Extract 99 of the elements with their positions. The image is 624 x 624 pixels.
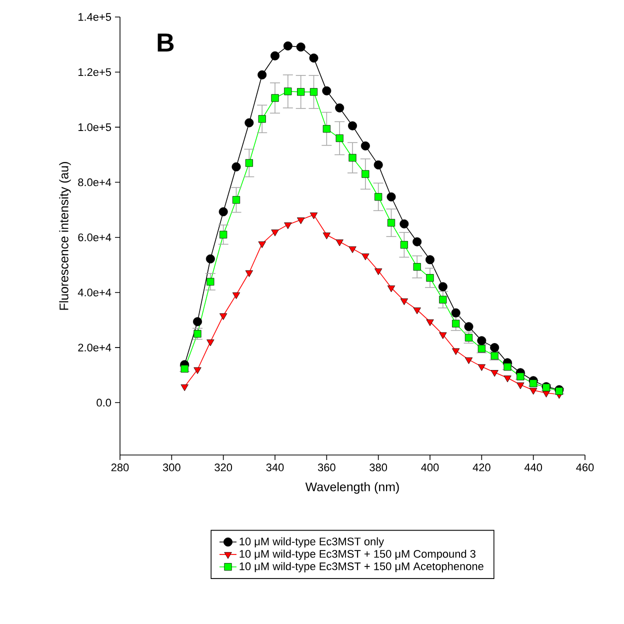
x-tick-label: 440	[524, 464, 542, 472]
point	[426, 274, 434, 282]
point	[270, 51, 280, 60]
point	[400, 241, 408, 249]
point	[387, 285, 396, 292]
point	[412, 237, 422, 246]
point	[284, 222, 292, 230]
point	[464, 334, 473, 342]
point	[400, 298, 408, 306]
point	[516, 382, 524, 390]
point	[220, 230, 228, 238]
point	[258, 70, 267, 80]
point	[348, 154, 356, 162]
x-axis-title: Wavelength (nm)	[305, 482, 399, 494]
point	[452, 348, 460, 355]
point	[322, 125, 330, 133]
point	[271, 230, 279, 236]
y-tick-label: 1.0e+5	[78, 123, 112, 132]
point	[309, 54, 318, 63]
point	[374, 160, 383, 170]
y-tick-label: 2.0e+4	[78, 344, 112, 352]
point	[322, 232, 331, 240]
point	[439, 332, 447, 340]
x-tick-label: 420	[472, 464, 490, 472]
x-tick-label: 300	[162, 464, 180, 472]
x-tick-label: 360	[318, 464, 336, 472]
point	[296, 217, 305, 224]
point	[362, 254, 370, 260]
point	[194, 367, 202, 374]
point	[426, 255, 434, 264]
point	[283, 41, 292, 50]
point	[336, 239, 344, 246]
point	[206, 339, 214, 346]
point	[322, 86, 332, 96]
point	[490, 343, 500, 352]
point	[258, 241, 266, 248]
point	[193, 317, 202, 326]
y-tick-label: 1.2e+5	[78, 68, 112, 76]
point	[271, 94, 279, 102]
point	[219, 313, 228, 320]
point	[310, 212, 318, 220]
point	[413, 263, 421, 271]
point	[478, 344, 486, 352]
point	[360, 141, 370, 150]
point	[348, 121, 357, 130]
point	[284, 88, 292, 96]
point	[530, 388, 538, 395]
point	[218, 207, 228, 216]
point	[400, 219, 409, 228]
point	[348, 246, 356, 254]
point	[478, 364, 486, 371]
point	[180, 384, 188, 392]
legend-label: 10 μM wild-type Ec3MST only	[240, 537, 384, 548]
point	[451, 308, 460, 318]
point	[464, 322, 474, 332]
point	[258, 115, 266, 123]
point	[530, 380, 538, 388]
x-tick-label: 380	[370, 464, 388, 472]
point	[439, 296, 447, 304]
point	[504, 376, 512, 382]
point	[413, 308, 421, 314]
point	[336, 134, 344, 142]
y-tick-label: 6.0e+4	[78, 234, 112, 242]
point	[490, 370, 498, 377]
y-axis-title: Fluorescence intensity (au)	[59, 162, 71, 310]
point	[387, 218, 396, 227]
legend-label: 10 μM wild-type Ec3MST + 150 μM Compound 3	[240, 550, 476, 560]
x-tick-label: 400	[421, 464, 439, 472]
point	[296, 42, 306, 52]
point	[232, 162, 241, 172]
point	[362, 170, 370, 178]
point	[386, 192, 396, 202]
x-tick-label: 320	[214, 464, 232, 472]
x-tick-label: 280	[111, 464, 129, 472]
point	[297, 88, 305, 96]
point	[310, 88, 318, 96]
point	[232, 292, 240, 300]
y-tick-label: 4.0e+4	[78, 288, 112, 296]
point	[206, 278, 214, 286]
annotation: B	[158, 34, 174, 52]
point	[438, 282, 448, 292]
x-tick-label: 340	[266, 464, 284, 472]
point	[426, 319, 434, 326]
point	[245, 270, 254, 278]
y-tick-label: 1.4e+5	[78, 13, 112, 21]
point	[452, 320, 460, 328]
point	[464, 357, 473, 364]
legend-label: 10 μM wild-type Ec3MST + 150 μM Acetophenone	[240, 562, 484, 572]
y-tick-label: 0.0	[96, 398, 112, 407]
point	[477, 336, 486, 346]
x-tick-label: 460	[576, 464, 594, 472]
point	[232, 196, 240, 204]
point	[245, 159, 253, 167]
point	[335, 103, 344, 112]
point	[374, 268, 382, 276]
y-tick-label: 8.0e+4	[78, 178, 112, 186]
point	[244, 118, 254, 128]
point	[206, 254, 215, 264]
point	[374, 193, 382, 201]
